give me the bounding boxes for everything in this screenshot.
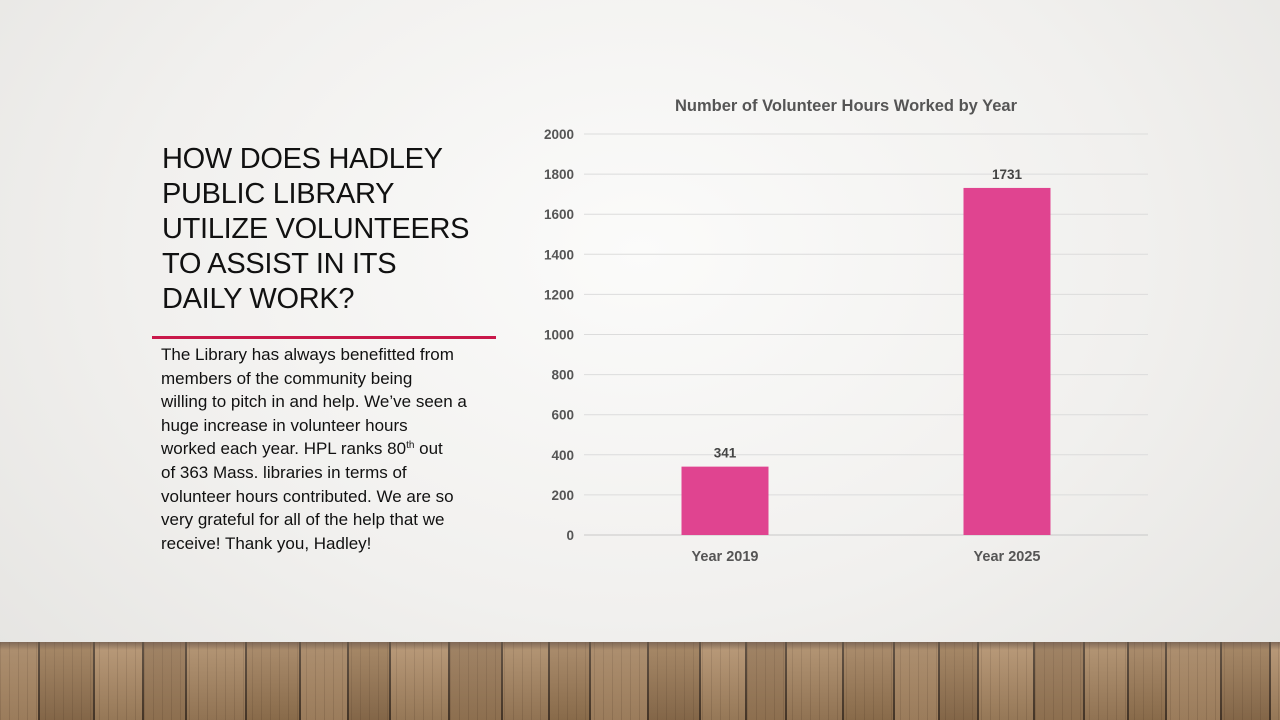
y-tick-label: 0	[566, 528, 574, 543]
body-line: volunteer hours contributed. We are so	[161, 486, 454, 506]
body-line: very grateful for all of the help that w…	[161, 510, 445, 530]
x-category-label: Year 2025	[974, 549, 1041, 565]
floor-plank	[0, 642, 40, 720]
body-line: of 363 Mass. libraries in terms of	[161, 462, 407, 482]
floor-plank	[1127, 642, 1167, 720]
bar	[963, 187, 1051, 535]
floor-plank	[501, 642, 550, 720]
floor-plank	[38, 642, 95, 720]
y-tick-label: 1800	[544, 167, 574, 182]
y-tick-label: 400	[551, 448, 574, 463]
y-tick-label: 600	[551, 408, 574, 423]
body-line: willing to pitch in and help. We’ve seen…	[161, 392, 467, 412]
body-line: receive! Thank you, Hadley!	[161, 533, 372, 553]
floor-plank	[842, 642, 895, 720]
wooden-floor-decoration	[0, 642, 1280, 720]
x-category-label: Year 2019	[692, 549, 759, 565]
floor-plank	[1220, 642, 1271, 720]
y-tick-label: 200	[551, 488, 574, 503]
floor-plank	[245, 642, 301, 720]
floor-plank	[785, 642, 844, 720]
floor-plank	[93, 642, 144, 720]
y-tick-label: 800	[551, 368, 574, 383]
floor-plank	[647, 642, 701, 720]
slide-body-text: The Library has always benefitted from m…	[161, 343, 501, 555]
wood-grain	[0, 642, 1280, 720]
title-line: TO ASSIST IN ITS	[162, 248, 397, 280]
slide-title: HOW DOES HADLEY PUBLIC LIBRARY UTILIZE V…	[162, 142, 492, 317]
floor-plank	[347, 642, 391, 720]
floor-plank	[299, 642, 349, 720]
y-tick-label: 1600	[544, 207, 574, 222]
body-line: huge increase in volunteer hours	[161, 415, 408, 435]
title-divider	[152, 336, 496, 339]
floor-plank	[185, 642, 247, 720]
y-tick-label: 1000	[544, 328, 574, 343]
body-line: The Library has always benefitted from	[161, 345, 454, 364]
x-axis-category-labels: Year 2019 Year 2025	[692, 549, 1041, 565]
chart-bars	[681, 187, 1051, 535]
floor-plank	[1269, 642, 1280, 720]
floor-plank	[589, 642, 649, 720]
bar-data-label: 1731	[992, 167, 1023, 182]
floor-plank	[548, 642, 591, 720]
floor-plank	[977, 642, 1035, 720]
title-line: PUBLIC LIBRARY	[162, 178, 395, 210]
floor-plank	[1165, 642, 1222, 720]
ordinal-suffix: th	[406, 440, 415, 452]
chart-title: Number of Volunteer Hours Worked by Year	[675, 97, 1018, 115]
chart-gridlines	[584, 133, 1148, 536]
floor-plank	[1033, 642, 1085, 720]
body-line-part: out	[414, 439, 443, 459]
title-line: HOW DOES HADLEY	[162, 143, 443, 175]
title-line: UTILIZE VOLUNTEERS	[162, 213, 470, 245]
body-line-part: worked each year. HPL ranks 80	[161, 439, 407, 459]
y-tick-label: 1200	[544, 287, 574, 302]
floor-plank	[389, 642, 450, 720]
chart-data-labels: 341 1731	[714, 167, 1023, 461]
y-tick-label: 1400	[544, 247, 574, 262]
title-line: DAILY WORK?	[162, 283, 355, 315]
volunteer-hours-chart: Number of Volunteer Hours Worked by Year…	[544, 97, 1148, 565]
floor-plank	[938, 642, 979, 720]
bar-data-label: 341	[714, 446, 737, 461]
floor-plank	[745, 642, 787, 720]
floor-plank	[699, 642, 747, 720]
floor-plank	[142, 642, 187, 720]
floor-shading	[0, 642, 1280, 720]
floor-plank	[448, 642, 503, 720]
body-line: worked each year. HPL ranks 80th out	[161, 437, 501, 461]
y-axis-tick-labels: 0 200 400 600 800 1000 1200 1400 1600 1800 2000	[544, 127, 574, 543]
body-line: members of the community being	[161, 368, 413, 388]
y-tick-label: 2000	[544, 127, 574, 142]
bar	[681, 466, 769, 535]
floor-plank	[1083, 642, 1129, 720]
floor-plank	[893, 642, 940, 720]
